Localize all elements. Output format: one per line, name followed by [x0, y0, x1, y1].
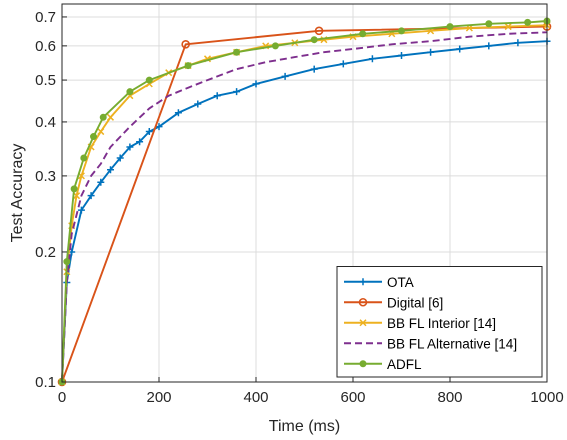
data-point	[155, 123, 163, 131]
series-4	[58, 17, 551, 386]
data-point	[310, 65, 318, 73]
data-point	[398, 27, 405, 35]
legend-box	[336, 266, 543, 378]
data-point	[485, 42, 493, 50]
data-point	[145, 128, 153, 136]
data-point	[106, 113, 115, 121]
data-point	[174, 109, 182, 117]
data-point	[63, 258, 71, 266]
y-tick-label: 0.7	[35, 9, 56, 26]
data-point	[97, 128, 105, 136]
data-point	[136, 138, 144, 146]
legend-marker	[359, 319, 367, 327]
data-point	[194, 100, 202, 108]
data-point	[126, 143, 134, 151]
y-axis-title: Test Accuracy	[9, 144, 26, 243]
x-tick-label: 800	[437, 389, 462, 406]
x-tick-label: 600	[340, 389, 365, 406]
x-tick-label: 1000	[530, 389, 563, 406]
y-tick-label: 0.4	[35, 114, 56, 131]
legend-entry: BB FL Interior [14]	[387, 316, 496, 331]
x-tick-label: 200	[146, 389, 171, 406]
legend-entry: ADFL	[387, 357, 422, 372]
data-point	[281, 72, 289, 80]
y-tick-label: 0.2	[35, 244, 56, 261]
legend-marker	[359, 278, 367, 286]
data-point	[70, 185, 78, 193]
data-point	[314, 26, 324, 36]
data-point	[116, 154, 124, 162]
data-point	[310, 36, 318, 44]
data-point	[99, 113, 107, 121]
data-point	[90, 133, 98, 141]
data-point	[514, 39, 522, 47]
x-axis-title: Time (ms)	[269, 418, 340, 435]
data-point	[271, 42, 279, 50]
data-point	[213, 92, 221, 100]
y-tick-label: 0.6	[35, 38, 56, 55]
data-point	[87, 192, 95, 200]
x-tick-label: 0	[58, 389, 66, 406]
data-point	[80, 154, 88, 162]
data-point	[446, 23, 454, 31]
y-tick-label: 0.3	[35, 168, 56, 185]
legend-marker	[358, 297, 368, 307]
y-tick-label: 0.1	[35, 374, 56, 391]
series-3	[61, 31, 548, 383]
data-point	[524, 18, 532, 26]
data-point	[126, 88, 134, 96]
data-point	[456, 45, 464, 53]
data-point	[398, 51, 405, 59]
data-point	[145, 76, 153, 84]
plot-series	[57, 17, 552, 387]
data-point	[485, 20, 493, 28]
legend-entry: BB FL Alternative [14]	[387, 336, 517, 351]
plot-frame	[61, 3, 548, 383]
x-tick-label: 400	[243, 389, 268, 406]
data-point	[359, 30, 367, 38]
data-point	[252, 80, 260, 88]
data-point	[427, 48, 435, 56]
data-point	[233, 48, 241, 56]
data-point	[339, 60, 347, 68]
data-point	[181, 40, 190, 49]
data-point	[77, 206, 85, 214]
series-line	[61, 31, 548, 383]
legend-entry: OTA	[387, 275, 414, 290]
series-line	[61, 20, 548, 383]
data-point	[107, 166, 114, 174]
legend-entry: Digital [6]	[387, 295, 443, 310]
data-point	[233, 88, 241, 96]
series-0	[58, 37, 551, 386]
legend: OTA Digital [6] BB FL Interior [14] BB FL A…	[336, 266, 543, 378]
data-point	[97, 178, 105, 186]
tick-labels: 0 200 400 600 800 1000 0.1 0.2 0.3 0.4 0.5 0.6 0.7	[35, 9, 564, 406]
data-point	[504, 23, 512, 31]
data-point	[184, 62, 192, 70]
y-tick-label: 0.5	[35, 72, 56, 89]
data-point	[368, 55, 376, 63]
legend-marker	[359, 360, 367, 368]
